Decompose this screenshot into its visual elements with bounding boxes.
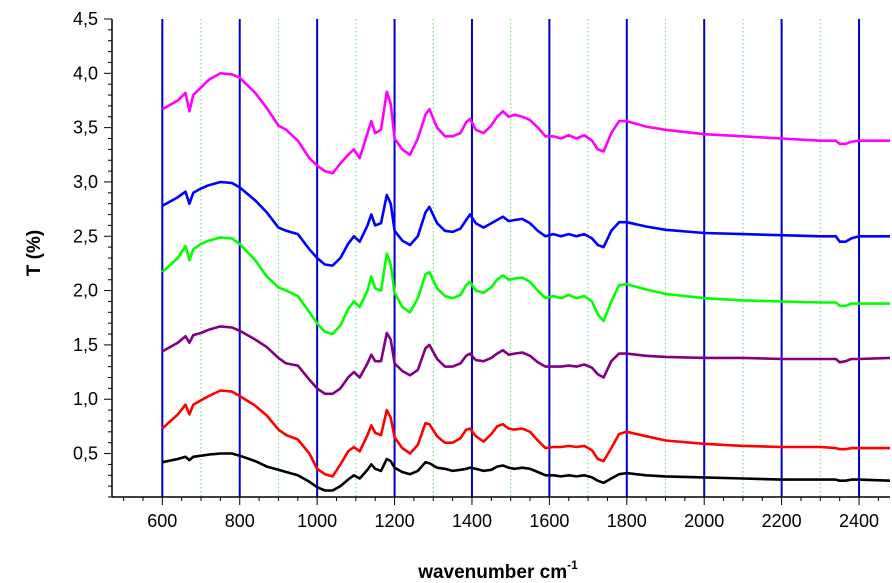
- y-tick-label: 2,5: [73, 226, 98, 246]
- x-axis-title-main: wavenumber cm: [417, 562, 567, 583]
- x-tick-label: 1400: [452, 511, 492, 531]
- x-axis-title-superscript: -1: [567, 558, 578, 572]
- series-line-1: [161, 389, 890, 478]
- y-tick-label: 2,0: [73, 281, 98, 301]
- series-line-3: [161, 236, 890, 336]
- x-tick-label: 2200: [762, 511, 802, 531]
- y-tick-label: 1,5: [73, 335, 98, 355]
- x-tick-label: 2000: [684, 511, 724, 531]
- series-layer: [161, 72, 891, 492]
- y-tick-label: 3,5: [73, 118, 98, 138]
- series-line-0: [162, 452, 891, 492]
- x-tick-label: 1200: [375, 511, 415, 531]
- tick-label-layer: 600 800 1000 1200 1400 1600 1800 2000 2200 2400 0,…: [73, 9, 879, 531]
- x-tick-label: 1000: [297, 511, 337, 531]
- y-tick-label: 4,5: [73, 9, 98, 29]
- x-tick-label: 1800: [607, 511, 647, 531]
- series-line-2: [161, 325, 891, 396]
- series-line-5: [161, 72, 890, 175]
- series-line-4: [161, 180, 890, 267]
- x-tick-label: 1600: [529, 511, 569, 531]
- y-tick-label: 1,0: [73, 389, 98, 409]
- y-axis-title: T (%): [24, 230, 45, 276]
- x-tick-label: 2400: [839, 511, 879, 531]
- x-axis-title: wavenumber cm-1: [417, 558, 578, 583]
- y-tick-label: 4,0: [73, 63, 98, 83]
- y-tick-label: 0,5: [73, 444, 98, 464]
- x-tick-label: 600: [147, 511, 177, 531]
- axis-layer: [104, 18, 890, 505]
- y-tick-label: 3,0: [73, 172, 98, 192]
- grid-layer: [161, 19, 861, 497]
- x-tick-label: 800: [225, 511, 255, 531]
